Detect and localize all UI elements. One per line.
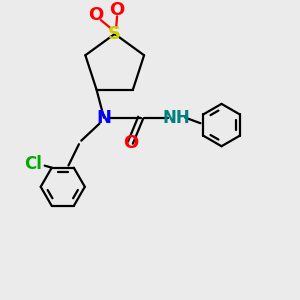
Text: O: O <box>123 134 138 152</box>
Text: O: O <box>110 1 125 19</box>
Text: Cl: Cl <box>25 155 42 173</box>
Text: S: S <box>108 25 121 43</box>
Text: NH: NH <box>162 109 190 127</box>
Text: N: N <box>96 109 111 127</box>
Text: O: O <box>88 6 103 24</box>
